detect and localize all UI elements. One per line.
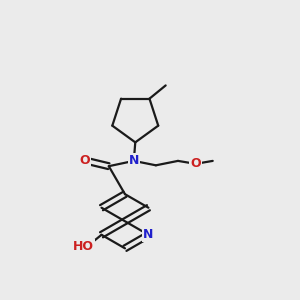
Text: O: O — [79, 154, 90, 167]
Text: N: N — [143, 228, 154, 241]
Text: N: N — [129, 154, 139, 167]
Text: HO: HO — [73, 240, 94, 253]
Text: O: O — [190, 157, 201, 170]
